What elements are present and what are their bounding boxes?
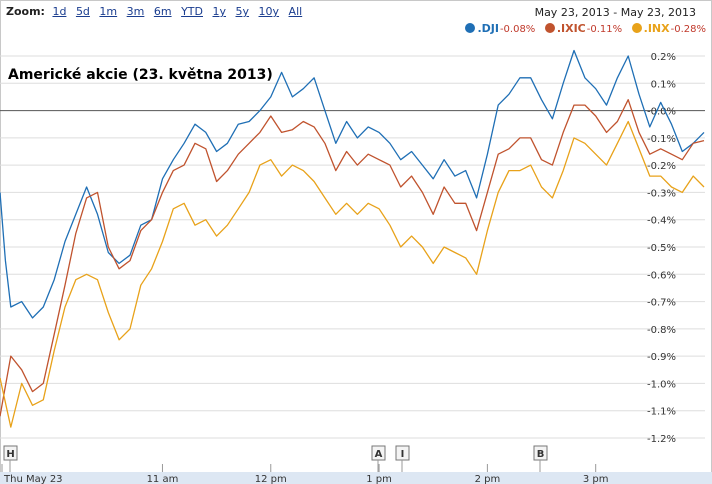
series-line-ixic — [0, 99, 705, 417]
y-tick-label: -0.0% — [647, 107, 676, 118]
y-tick-label: -0.1% — [647, 134, 676, 145]
date-range: May 23, 2013 - May 23, 2013 — [534, 6, 696, 19]
event-marker-label: H — [6, 449, 14, 460]
legend-change: -0.11% — [586, 24, 623, 35]
legend-symbol: .INX — [643, 22, 670, 35]
y-tick-label: -1.0% — [647, 379, 676, 390]
series-dot-icon — [544, 23, 555, 33]
y-tick-label: -0.2% — [647, 161, 676, 172]
zoom-all[interactable]: All — [288, 5, 303, 18]
y-tick-label: -0.9% — [647, 352, 676, 363]
x-tick-label: 2 pm — [475, 474, 501, 484]
zoom-6m[interactable]: 6m — [153, 5, 172, 18]
y-tick-label: -1.1% — [647, 407, 676, 418]
time-axis-bar — [0, 472, 712, 484]
legend-item-inx[interactable]: .INX-0.28% — [631, 22, 706, 35]
zoom-bar: Zoom: 1d 5d 1m 3m 6m YTD 1y 5y 10y All — [6, 5, 308, 21]
legend-item-dji[interactable]: .DJI-0.08% — [465, 22, 538, 35]
series-line-inx — [0, 120, 705, 428]
y-tick-label: -0.5% — [647, 243, 676, 254]
y-tick-label: -0.3% — [647, 188, 676, 199]
zoom-3m[interactable]: 3m — [126, 5, 145, 18]
y-tick-label: -0.7% — [647, 298, 676, 309]
series-dot-icon — [465, 23, 476, 33]
y-tick-label: -0.6% — [647, 270, 676, 281]
y-tick-label: -1.2% — [647, 434, 676, 445]
x-tick-label: Thu May 23 — [3, 474, 63, 484]
x-tick-label: 12 pm — [255, 474, 287, 484]
legend-item-ixic[interactable]: .IXIC-0.11% — [544, 22, 626, 35]
series-line-dji — [0, 49, 705, 319]
zoom-5d[interactable]: 5d — [75, 5, 90, 18]
legend: .DJI-0.08% .IXIC-0.11% .INX-0.28% — [459, 22, 706, 35]
legend-symbol: .IXIC — [556, 22, 586, 35]
zoom-1y[interactable]: 1y — [212, 5, 227, 18]
legend-change: -0.08% — [499, 24, 536, 35]
y-tick-label: -0.4% — [647, 216, 676, 227]
legend-change: -0.28% — [670, 24, 706, 35]
event-marker-label: I — [401, 449, 405, 460]
zoom-10y[interactable]: 10y — [258, 5, 280, 18]
x-tick-label: 1 pm — [366, 474, 392, 484]
event-marker-label: B — [537, 449, 545, 460]
event-marker-label: A — [375, 449, 383, 460]
legend-symbol: .DJI — [477, 22, 499, 35]
y-tick-label: -0.8% — [647, 325, 676, 336]
series-dot-icon — [631, 23, 642, 33]
zoom-1d[interactable]: 1d — [52, 5, 67, 18]
zoom-ytd[interactable]: YTD — [181, 5, 203, 18]
x-tick-label: 11 am — [147, 474, 179, 484]
zoom-label: Zoom: — [6, 5, 45, 18]
chart-title: Americké akcie (23. května 2013) — [8, 67, 273, 83]
zoom-1m[interactable]: 1m — [99, 5, 118, 18]
y-tick-label: 0.2% — [651, 52, 676, 63]
y-tick-label: 0.1% — [651, 79, 676, 90]
zoom-5y[interactable]: 5y — [235, 5, 250, 18]
x-tick-label: 3 pm — [583, 474, 609, 484]
